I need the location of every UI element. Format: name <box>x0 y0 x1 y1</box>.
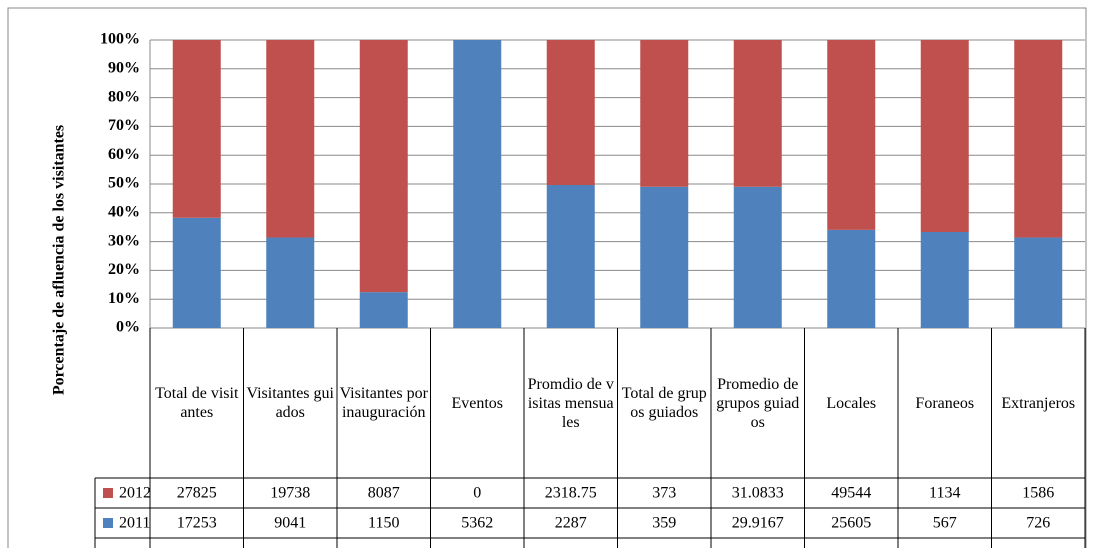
bar-segment <box>920 40 969 232</box>
category-label: Total de grupos guiados <box>621 385 707 421</box>
y-tick-label: 100% <box>100 31 140 48</box>
bar-segment <box>920 232 969 328</box>
category-cell: Total de visitantes <box>155 385 239 421</box>
bar-segment <box>359 40 408 293</box>
y-tick-label: 10% <box>108 290 140 307</box>
bar-segment <box>359 292 408 328</box>
category-cell: Eventos <box>451 394 504 412</box>
table-value: 0 <box>473 485 481 502</box>
category-label: Total de visitantes <box>155 385 239 421</box>
table-value: 31.0833 <box>732 485 784 502</box>
y-tick-label: 90% <box>108 59 140 76</box>
category-label: Eventos <box>451 394 504 412</box>
table-value: 567 <box>933 515 957 532</box>
table-value: 8087 <box>368 485 400 502</box>
category-cell: Total de grupos guiados <box>621 385 707 421</box>
table-value: 2318.75 <box>545 485 597 502</box>
category-label: Promedio de grupos guiados <box>716 375 800 431</box>
table-value: 726 <box>1026 515 1050 532</box>
y-tick-label: 20% <box>108 261 140 278</box>
bar-segment <box>453 40 502 328</box>
legend-swatch <box>103 518 113 528</box>
bar-segment <box>640 186 689 328</box>
y-axis-title: Porcentaje de afluencia de los visitante… <box>51 125 68 395</box>
y-tick-label: 80% <box>108 88 140 105</box>
bar-segment <box>827 229 876 328</box>
table-value: 2287 <box>555 515 587 532</box>
table-value: 25605 <box>831 515 871 532</box>
legend-label: 2012 <box>119 485 151 502</box>
category-label: Visitantes por inauguración <box>339 385 428 421</box>
y-tick-label: 50% <box>108 175 140 192</box>
bar-segment <box>546 184 595 328</box>
bar-segment <box>640 40 689 187</box>
category-cell: Foraneos <box>915 394 975 412</box>
table-value: 27825 <box>177 485 217 502</box>
legend-swatch <box>103 488 113 498</box>
y-tick-label: 40% <box>108 203 140 220</box>
bar-segment <box>266 40 315 238</box>
table-value: 9041 <box>274 515 306 532</box>
bar-segment <box>827 40 876 230</box>
bar-segment <box>733 186 782 328</box>
category-cell: Extranjeros <box>1001 394 1076 412</box>
table-value: 1134 <box>929 485 960 502</box>
table-value: 17253 <box>177 515 217 532</box>
y-tick-label: 60% <box>108 146 140 163</box>
table-value: 1586 <box>1022 485 1054 502</box>
bar-segment <box>172 217 221 328</box>
table-value: 49544 <box>831 485 871 502</box>
table-value: 29.9167 <box>732 515 784 532</box>
category-label: Extranjeros <box>1001 394 1076 412</box>
y-tick-label: 0% <box>116 319 140 336</box>
category-cell: Locales <box>826 394 877 412</box>
table-value: 19738 <box>270 485 310 502</box>
category-label: Promdio de visitas mensuales <box>527 375 614 431</box>
category-label: Foraneos <box>915 394 975 412</box>
bar-segment <box>172 40 221 218</box>
table-value: 5362 <box>461 515 493 532</box>
category-label: Visitantes guiados <box>246 385 334 421</box>
category-cell: Visitantes por inauguración <box>339 385 428 421</box>
table-value: 1150 <box>368 515 399 532</box>
category-label: Locales <box>826 394 877 412</box>
y-tick-label: 30% <box>108 232 140 249</box>
table-value: 359 <box>652 515 676 532</box>
bar-segment <box>266 237 315 328</box>
category-cell: Promedio de grupos guiados <box>716 375 800 431</box>
bar-segment <box>733 40 782 187</box>
category-cell: Visitantes guiados <box>246 385 334 421</box>
chart-border <box>7 7 1087 548</box>
bar-segment <box>1014 237 1063 328</box>
legend-label: 2011 <box>119 515 150 532</box>
y-tick-label: 70% <box>108 117 140 134</box>
category-cell: Promdio de visitas mensuales <box>527 375 614 431</box>
bar-segment <box>1014 40 1063 238</box>
bar-segment <box>546 40 595 185</box>
table-value: 373 <box>652 485 676 502</box>
